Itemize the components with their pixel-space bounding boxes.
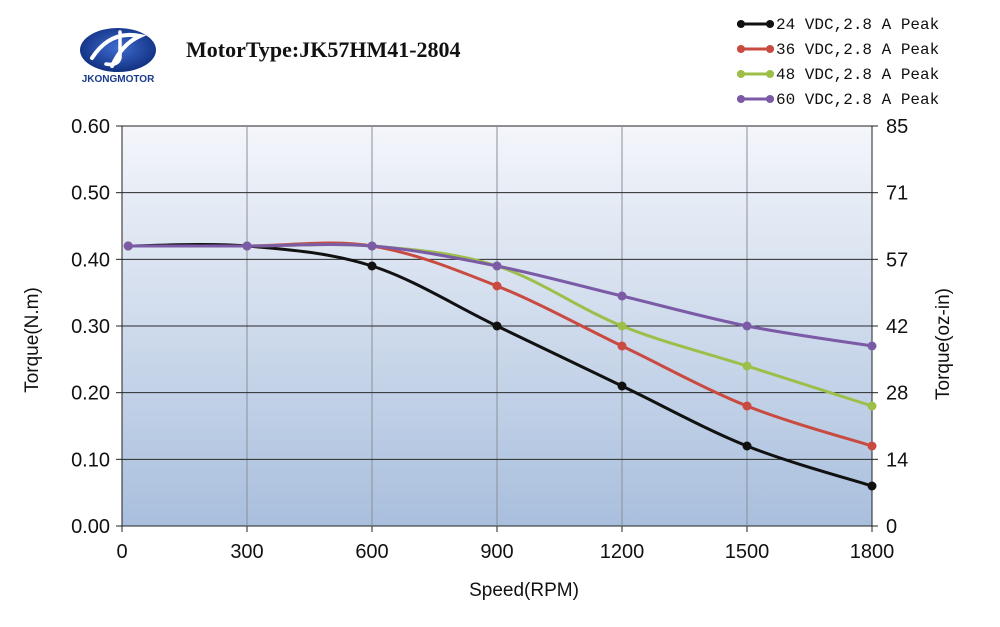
legend-swatch-dot (766, 20, 774, 28)
axes: 0 300 600 900 1200 1500 1800 0.00 0 0.10 14 0.20 28 0… (71, 116, 908, 563)
x-tick-label: 1500 (725, 541, 770, 563)
x-tick-label: 0 (116, 541, 127, 563)
series-point-4 (123, 241, 133, 251)
legend-swatch-dot (766, 70, 774, 78)
series-point-4 (867, 341, 877, 351)
series-layer (123, 241, 877, 491)
y-tick-label: 0.40 (71, 249, 110, 271)
series-point-1 (367, 261, 377, 271)
y-tick-label: 0.50 (71, 183, 110, 205)
brand-logo: JKONGMOTOR (80, 28, 156, 85)
y-tick-label: 0.10 (71, 449, 110, 471)
series-point-1 (492, 321, 502, 331)
series-point-4 (367, 241, 377, 251)
logo-brand-text: JKONGMOTOR (82, 74, 155, 85)
y-tick-label: 0.20 (71, 383, 110, 405)
legend-label: 60 VDC,2.8 A Peak (776, 91, 939, 109)
x-tick-label: 900 (480, 541, 513, 563)
y2-tick-label: 0 (886, 516, 897, 538)
series-point-3 (867, 401, 877, 411)
x-tick-label: 300 (230, 541, 263, 563)
x-tick-label: 1800 (850, 541, 895, 563)
legend-label: 24 VDC,2.8 A Peak (776, 16, 939, 34)
series-point-2 (492, 281, 502, 291)
series-point-3 (617, 321, 627, 331)
series-point-4 (617, 291, 627, 301)
y-tick-label: 0.60 (71, 116, 110, 138)
series-point-3 (742, 361, 752, 371)
legend-swatch-dot (737, 20, 745, 28)
series-point-1 (867, 481, 877, 491)
y2-tick-label: 71 (886, 183, 908, 205)
y2-axis-title: Torque(oz-in) (933, 288, 954, 400)
legend-swatch-dot (737, 45, 745, 53)
legend-swatch-dot (737, 95, 745, 103)
chart-title: MotorType:JK57HM41-2804 (186, 37, 461, 62)
series-point-2 (742, 401, 752, 411)
series-point-2 (867, 441, 877, 451)
legend-label: 48 VDC,2.8 A Peak (776, 66, 939, 84)
y2-tick-label: 14 (886, 449, 908, 471)
legend: 24 VDC,2.8 A Peak 36 VDC,2.8 A Peak 48 VDC… (737, 16, 939, 109)
series-point-1 (617, 381, 627, 391)
y2-tick-label: 57 (886, 249, 908, 271)
legend-swatch-dot (766, 45, 774, 53)
x-tick-label: 1200 (600, 541, 645, 563)
logo-swoosh-j (104, 30, 122, 67)
legend-swatch-dot (766, 95, 774, 103)
series-point-4 (492, 261, 502, 271)
series-point-1 (742, 441, 752, 451)
legend-label: 36 VDC,2.8 A Peak (776, 41, 939, 59)
y2-tick-label: 42 (886, 316, 908, 338)
series-point-4 (242, 241, 252, 251)
y-tick-label: 0.30 (71, 316, 110, 338)
x-axis-title: Speed(RPM) (469, 580, 579, 601)
y-tick-label: 0.00 (71, 516, 110, 538)
x-tick-label: 600 (355, 541, 388, 563)
legend-swatch-dot (737, 70, 745, 78)
series-point-4 (742, 321, 752, 331)
series-point-2 (617, 341, 627, 351)
y2-tick-label: 85 (886, 116, 908, 138)
y-axis-title: Torque(N.m) (22, 287, 43, 393)
y2-tick-label: 28 (886, 383, 908, 405)
